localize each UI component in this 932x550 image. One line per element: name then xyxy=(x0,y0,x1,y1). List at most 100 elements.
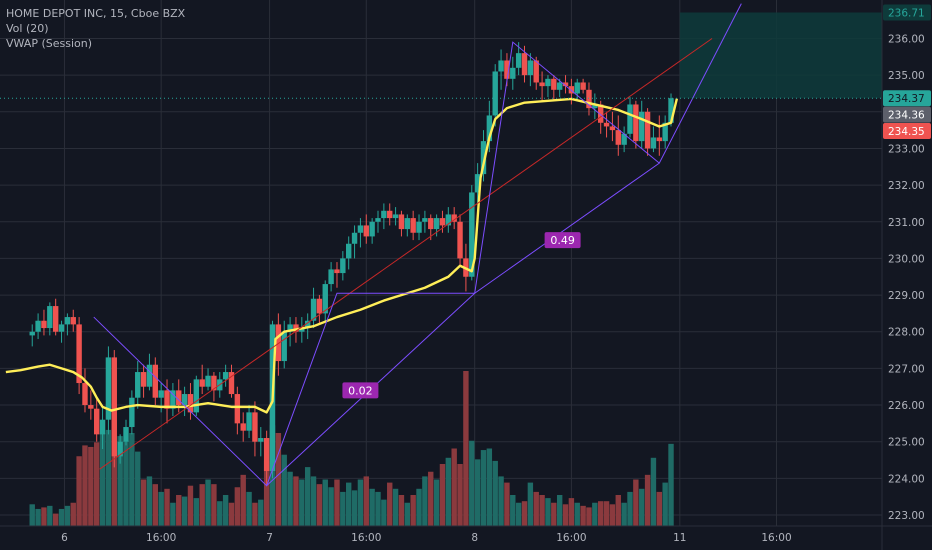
candle xyxy=(328,262,334,292)
volume-bar xyxy=(93,442,100,526)
candle-body xyxy=(668,98,674,123)
candle xyxy=(345,236,352,270)
candle-body xyxy=(105,357,112,420)
time-tick-label: 7 xyxy=(266,532,273,544)
price-tag-bg xyxy=(883,90,931,107)
legend-vwap[interactable]: VWAP (Session) xyxy=(6,37,93,50)
volume-bar xyxy=(76,456,82,526)
candle-body xyxy=(545,78,551,87)
candle xyxy=(35,313,41,340)
price-tick-label: 228.00 xyxy=(888,327,925,339)
price-tick-label: 224.00 xyxy=(888,473,925,485)
candle xyxy=(615,115,621,156)
candle xyxy=(480,130,487,182)
volume-bar xyxy=(580,505,586,526)
candle xyxy=(129,390,135,435)
volume-bar xyxy=(416,488,422,526)
candle xyxy=(164,379,170,424)
candle-body xyxy=(498,60,504,72)
price-tick-label: 233.00 xyxy=(888,143,925,155)
candle xyxy=(586,82,592,116)
candle-body xyxy=(428,218,434,230)
candle xyxy=(258,427,264,457)
legend-volume[interactable]: Vol (20) xyxy=(6,22,49,35)
candle xyxy=(357,218,364,248)
candle xyxy=(281,320,287,369)
volume-bar xyxy=(35,508,41,526)
candle xyxy=(498,49,504,90)
volume-bar xyxy=(152,484,159,526)
candle-body xyxy=(263,438,270,472)
candle xyxy=(474,163,481,204)
price-tag: 234.35 xyxy=(883,122,931,139)
candle-body xyxy=(187,394,194,413)
candle xyxy=(486,100,493,153)
volume-bar xyxy=(469,440,475,526)
volume-bar xyxy=(287,471,293,526)
candle xyxy=(545,75,551,98)
candle-body xyxy=(592,104,598,109)
candle xyxy=(369,218,375,244)
volume-bar xyxy=(369,488,375,526)
volume-bar xyxy=(439,464,446,526)
candle xyxy=(451,207,457,230)
volume-bar xyxy=(498,476,504,526)
candle-body xyxy=(222,372,229,380)
candle xyxy=(181,386,188,417)
volume-bar xyxy=(633,479,639,526)
candle xyxy=(351,225,358,259)
volume-bar xyxy=(222,495,229,526)
target-zone xyxy=(679,12,882,99)
price-tick-label: 227.00 xyxy=(888,363,925,375)
candle xyxy=(574,78,580,101)
volume-bar xyxy=(603,501,610,526)
volume-bar xyxy=(387,482,393,526)
volume-bar xyxy=(316,484,323,526)
candle-body xyxy=(228,372,235,395)
candle xyxy=(621,126,627,153)
candle-body xyxy=(562,82,569,87)
volume-bar xyxy=(521,501,528,526)
ratio-label: 0.02 xyxy=(342,382,379,399)
ratio-label: 0.49 xyxy=(544,232,581,249)
time-axis-bg xyxy=(0,526,882,550)
candle xyxy=(457,214,463,266)
volume-bar xyxy=(64,505,71,526)
candle-body xyxy=(422,218,428,222)
volume-bar xyxy=(644,474,651,526)
candle-body xyxy=(375,218,381,222)
volume-bar xyxy=(574,502,580,526)
price-tick-label: 231.00 xyxy=(888,217,925,229)
price-tick-label: 223.00 xyxy=(888,510,925,522)
candle xyxy=(105,346,112,435)
candle-body xyxy=(510,67,516,79)
candle xyxy=(246,405,252,439)
candle xyxy=(193,375,200,417)
candle xyxy=(76,317,82,395)
candle-body xyxy=(574,82,580,94)
volume-bar xyxy=(164,488,170,526)
candle xyxy=(340,251,346,281)
candle-body xyxy=(328,269,334,285)
volume-bar xyxy=(105,429,112,526)
candle-body xyxy=(299,328,305,332)
candle-body xyxy=(76,324,82,384)
candle-body xyxy=(211,375,217,391)
candle xyxy=(334,262,340,288)
legend-symbol[interactable]: HOME DEPOT INC, 15, Cboe BZX xyxy=(6,7,186,20)
candle-body xyxy=(240,423,246,431)
volume-bar xyxy=(357,479,364,526)
target-zone-rect xyxy=(679,12,882,99)
candle xyxy=(240,412,246,442)
price-tick-label: 232.00 xyxy=(888,180,925,192)
volume-bar xyxy=(41,507,47,526)
candle xyxy=(252,401,258,457)
candle-body xyxy=(340,258,346,274)
candle xyxy=(70,309,76,332)
volume-bar xyxy=(246,491,252,526)
volume-bar xyxy=(433,479,440,526)
candle-body xyxy=(662,122,668,142)
volume-bar xyxy=(480,450,487,526)
ratio-label-bg xyxy=(342,382,379,399)
